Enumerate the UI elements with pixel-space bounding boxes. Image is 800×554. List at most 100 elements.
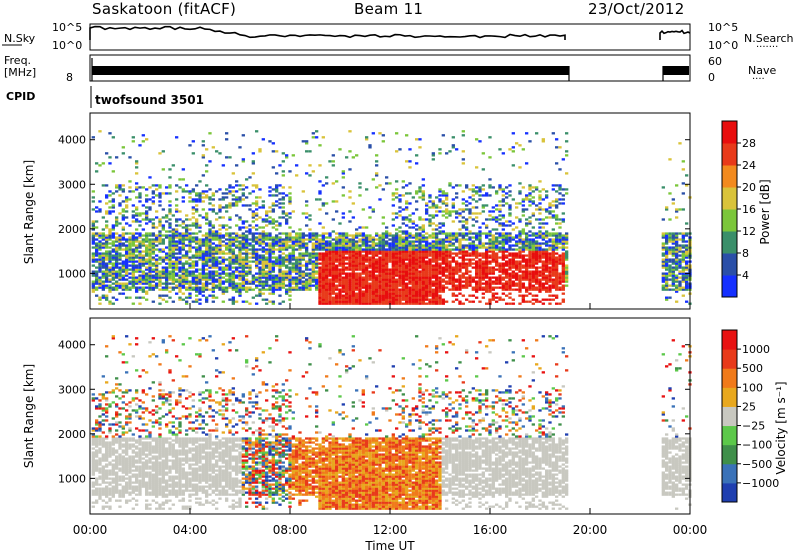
echo-cell [348,260,352,263]
echo-cell [491,282,495,285]
echo-cell [428,292,432,295]
echo-cell [401,258,405,261]
echo-cell [108,302,112,305]
echo-cell [425,244,429,247]
echo-cell [388,298,392,301]
echo-cell [255,258,259,261]
echo-cell [245,246,249,249]
echo-cell [125,262,129,265]
echo-cell [318,262,322,265]
echo-cell [508,214,512,217]
echo-cell [155,248,159,251]
echo-cell [555,242,559,245]
echo-cell [428,200,432,203]
echo-cell [508,234,512,237]
echo-cell [245,240,249,243]
echo-cell [185,190,189,193]
echo-cell [475,166,479,169]
echo-cell [305,272,309,275]
echo-cell [398,278,402,281]
echo-cell [515,266,519,269]
echo-cell [491,218,495,221]
echo-cell [418,294,422,297]
echo-cell [461,280,465,283]
echo-cell [501,234,505,237]
echo-cell [408,234,412,237]
echo-cell [411,244,415,247]
echo-cell [521,250,525,253]
echo-cell [528,256,532,259]
echo-cell [318,164,322,167]
echo-cell [328,240,332,243]
echo-cell [485,262,489,265]
echo-cell [548,278,552,281]
echo-cell [478,226,482,229]
echo-cell [285,218,289,221]
echo-cell [435,244,439,247]
echo-cell [268,140,272,143]
echo-cell [201,240,205,243]
echo-cell [245,266,249,269]
echo-cell [325,292,329,295]
echo-cell [361,302,365,305]
echo-cell [111,224,115,227]
echo-cell [285,246,289,249]
echo-cell [481,184,485,187]
echo-cell [468,252,472,255]
echo-cell [298,288,302,291]
echo-cell [421,230,425,233]
echo-cell [545,210,549,213]
echo-cell [441,288,445,291]
echo-cell [155,282,159,285]
echo-cell [141,240,145,243]
echo-cell [358,252,362,255]
echo-cell [241,276,245,279]
echo-cell [115,262,119,265]
echo-cell [341,298,345,301]
echo-cell [398,272,402,275]
echo-cell [451,294,455,297]
echo-cell [448,234,452,237]
echo-cell [335,274,339,277]
echo-cell [345,282,349,285]
echo-cell [488,242,492,245]
echo-cell [555,236,559,239]
echo-cell [91,288,95,291]
echo-cell [98,268,102,271]
echo-cell [198,268,202,271]
echo-cell [328,288,332,291]
echo-cell [101,162,105,165]
echo-cell [221,226,225,229]
echo-cell [541,236,545,239]
echo-cell [91,264,95,267]
echo-cell [471,242,475,245]
echo-cell [505,250,509,253]
echo-cell [361,256,365,259]
echo-cell [205,260,209,263]
echo-cell [505,196,509,199]
echo-cell [445,300,449,303]
echo-cell [241,204,245,207]
echo-cell [195,226,199,229]
echo-cell [171,256,175,259]
echo-cell [128,186,132,189]
echo-cell [451,268,455,271]
echo-cell [498,250,502,253]
echo-cell [168,242,172,245]
echo-cell [381,134,385,137]
echo-cell [251,280,255,283]
echo-cell [185,226,189,229]
echo-cell [381,258,385,261]
echo-cell [258,290,262,293]
echo-cell [501,248,505,251]
echo-cell [341,212,345,215]
echo-cell [498,280,502,283]
echo-cell [411,264,415,267]
echo-cell [191,188,195,191]
echo-cell [548,252,552,255]
echo-cell [171,300,175,303]
echo-cell [111,268,115,271]
echo-cell [365,268,369,271]
echo-cell [165,192,169,195]
echo-cell [98,246,102,249]
